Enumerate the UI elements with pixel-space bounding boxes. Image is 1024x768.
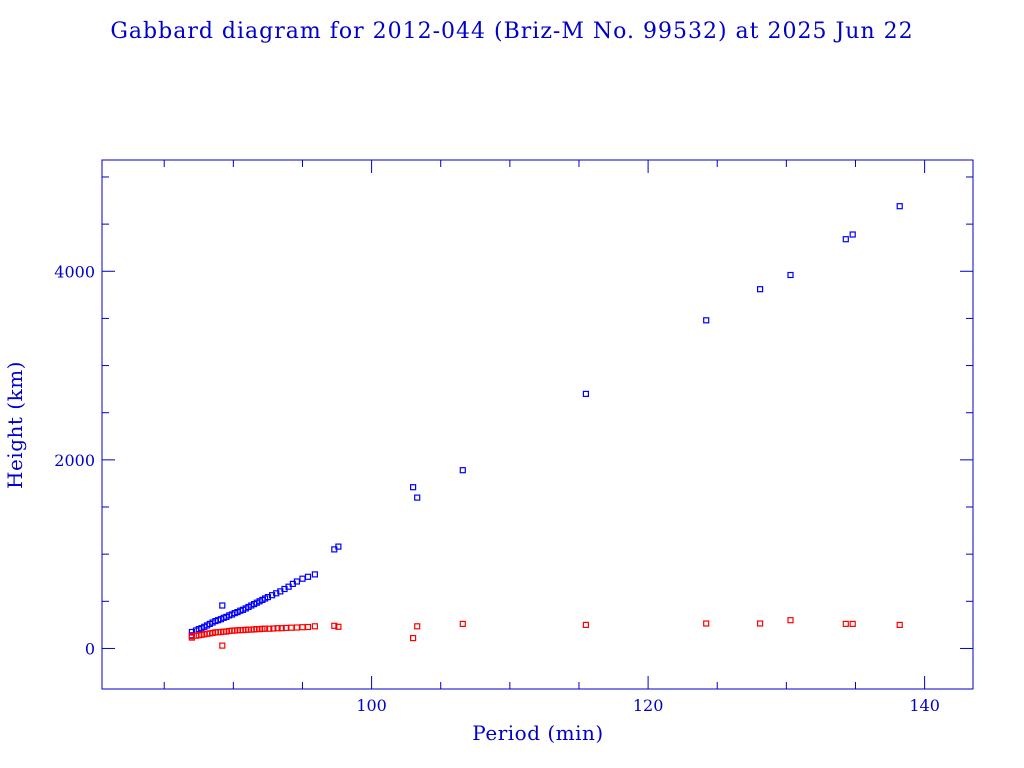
y-tick-label: 2000 — [54, 451, 95, 470]
apogee-point — [459, 467, 466, 474]
apogee-point — [703, 317, 710, 324]
apogee-point — [304, 573, 312, 580]
perigee-point — [274, 625, 281, 632]
y-axis-label: Height (km) — [3, 361, 27, 489]
apogee-point — [264, 593, 271, 601]
x-tick-labels: 100 120 140 — [356, 696, 940, 715]
perigee-point — [582, 621, 590, 629]
perigee-point — [299, 624, 306, 631]
perigee-point — [842, 620, 849, 628]
apogee-point — [299, 575, 306, 582]
perigee-point — [756, 620, 764, 627]
perigee-point — [293, 624, 300, 631]
perigee-point — [278, 625, 285, 632]
perigee-point — [849, 620, 856, 628]
perigee-point — [335, 623, 342, 630]
perigee-point — [311, 623, 318, 630]
perigee-point — [896, 621, 903, 629]
y-tick-labels: 0 2000 4000 — [54, 262, 95, 658]
apogee-point — [849, 231, 856, 238]
apogee-point — [273, 590, 280, 597]
perigee-point — [266, 625, 273, 632]
perigee-point — [270, 625, 277, 632]
perigee-point — [331, 622, 338, 629]
y-tick-label: 0 — [85, 639, 95, 658]
perigee-point — [459, 620, 466, 628]
perigee-point — [262, 625, 269, 632]
apogee-point — [756, 286, 764, 293]
data-points — [188, 203, 903, 649]
apogee-point — [293, 578, 300, 585]
perigee-point — [703, 620, 710, 627]
x-tick-label: 100 — [356, 696, 387, 715]
chart-title: Gabbard diagram for 2012-044 (Briz-M No.… — [110, 19, 913, 44]
x-tick-label: 140 — [909, 696, 940, 715]
x-tick-label: 120 — [633, 696, 664, 715]
apogee-point — [410, 484, 417, 491]
plot-frame — [101, 159, 974, 690]
perigee-point — [410, 634, 417, 642]
perigee-point — [188, 633, 195, 640]
apogee-point — [219, 602, 226, 609]
y-tick-label: 4000 — [54, 262, 95, 281]
apogee-point — [896, 203, 903, 210]
perigee-point — [414, 623, 421, 630]
apogee-point — [842, 236, 849, 243]
apogee-point — [787, 271, 794, 279]
perigee-point — [219, 642, 226, 649]
perigee-point — [304, 623, 312, 631]
apogee-point — [414, 494, 421, 501]
axis-ticks — [102, 160, 973, 689]
apogee-point — [335, 543, 342, 550]
perigee-point — [787, 617, 794, 624]
perigee-point — [288, 624, 295, 631]
x-axis-label: Period (min) — [472, 721, 603, 745]
apogee-point — [582, 390, 590, 397]
apogee-point — [311, 571, 318, 578]
